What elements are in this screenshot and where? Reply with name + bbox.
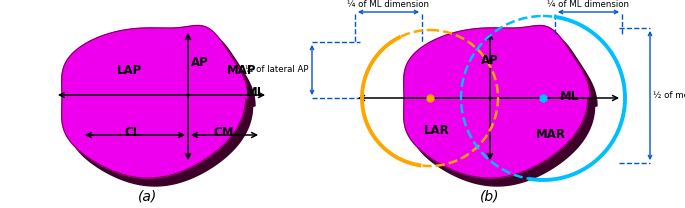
Text: ½ of lateral AP: ½ of lateral AP bbox=[245, 66, 309, 74]
Text: AP: AP bbox=[191, 56, 209, 68]
Text: ML: ML bbox=[560, 90, 580, 104]
Text: CM: CM bbox=[214, 126, 234, 140]
Text: CL: CL bbox=[125, 126, 141, 140]
Text: ML: ML bbox=[246, 85, 265, 99]
Text: AP: AP bbox=[481, 53, 499, 67]
Polygon shape bbox=[403, 26, 590, 178]
Text: LAP: LAP bbox=[117, 63, 142, 77]
Polygon shape bbox=[62, 26, 248, 178]
Text: ½ of medial AP: ½ of medial AP bbox=[653, 91, 685, 100]
Text: ¼ of ML dimension: ¼ of ML dimension bbox=[547, 0, 630, 9]
Text: ¼ of ML dimension: ¼ of ML dimension bbox=[347, 0, 429, 9]
Polygon shape bbox=[411, 33, 597, 186]
Text: LAR: LAR bbox=[424, 124, 450, 136]
Text: (a): (a) bbox=[138, 189, 158, 203]
Text: MAR: MAR bbox=[536, 129, 566, 141]
Text: MAP: MAP bbox=[227, 63, 257, 77]
Polygon shape bbox=[68, 33, 255, 186]
Text: (b): (b) bbox=[480, 189, 500, 203]
